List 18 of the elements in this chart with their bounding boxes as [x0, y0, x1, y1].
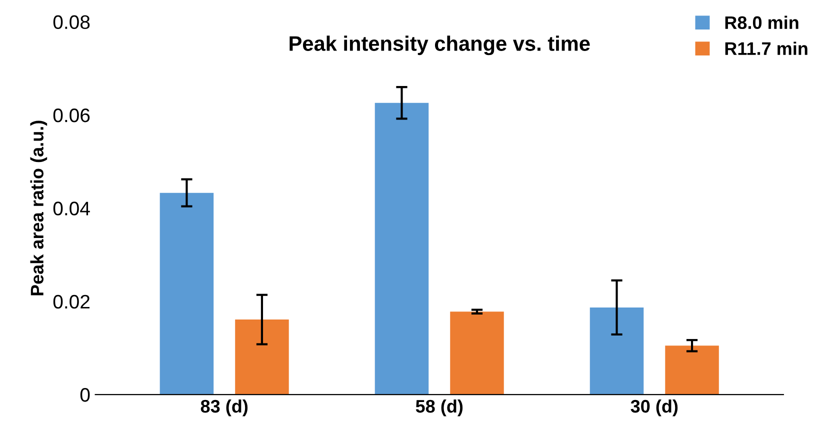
bar [665, 346, 719, 395]
x-tick-label: 30 (d) [630, 399, 678, 416]
bar [374, 102, 429, 395]
legend-label: R11.7 min [725, 42, 808, 55]
bar [590, 307, 644, 395]
y-tick-label: 0.06 [53, 108, 90, 122]
bar [235, 320, 289, 395]
y-tick-label: 0.02 [53, 294, 90, 309]
y-tick-label: 0.08 [53, 15, 90, 30]
y-tick-label: 0 [80, 388, 90, 402]
text: Peak intensity change vs. time [290, 36, 590, 56]
bar [160, 192, 214, 395]
x-tick-label: 58 (d) [416, 399, 463, 416]
bar [450, 312, 504, 395]
y-tick-label: 0.04 [53, 202, 90, 216]
y-axis-title: Peak area ratio (a.u.) [30, 120, 48, 296]
x-tick-label: 83 (d) [200, 399, 248, 416]
legend-label: R8.0 min [725, 16, 798, 30]
